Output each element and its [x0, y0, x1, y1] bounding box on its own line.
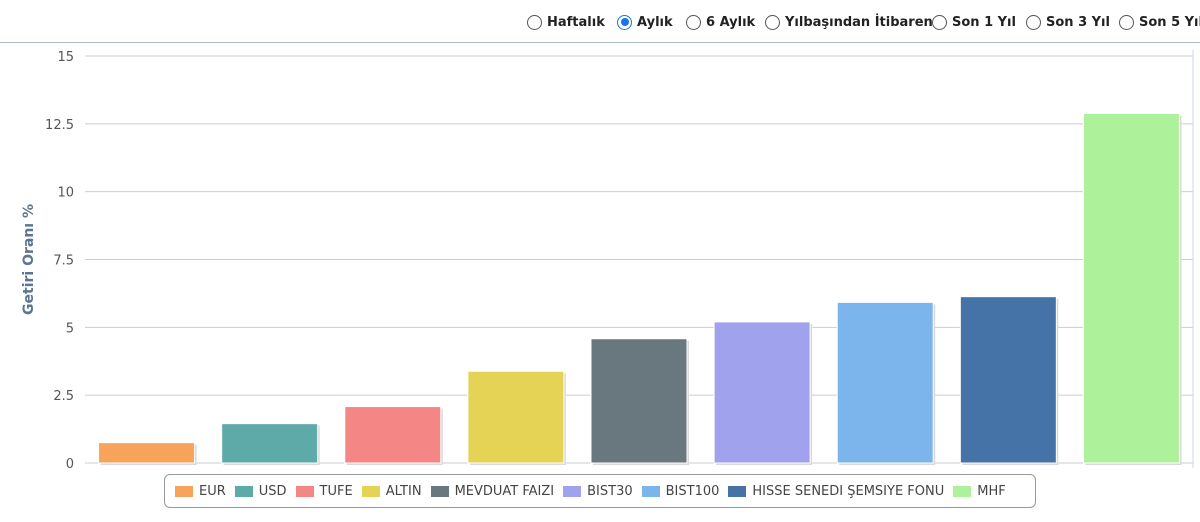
legend-label: TUFE [319, 483, 353, 499]
period-option-label: Son 5 Yıl [1139, 14, 1200, 30]
period-option-label: Son 3 Yıl [1046, 14, 1110, 30]
bar-altin [467, 370, 565, 464]
bar-chart: 0 2.5 5 7.5 10 12.5 15 Getiri Oranı % [21, 50, 1194, 471]
period-option-5[interactable]: Son 3 Yıl [1026, 10, 1110, 34]
legend-swatch [234, 485, 253, 497]
legend-label: BIST30 [587, 483, 633, 499]
legend-item[interactable]: MHF [953, 483, 1006, 499]
y-tick-label: 5 [66, 321, 74, 336]
radio-unchecked-icon[interactable] [686, 14, 701, 30]
bar-tufe [344, 406, 442, 464]
radio-unchecked-icon[interactable] [765, 14, 780, 30]
legend-item[interactable]: ALTIN [361, 483, 422, 499]
bar-mevduat-faizi [590, 338, 688, 464]
legend-label: BIST100 [665, 483, 720, 499]
y-tick-label: 10 [57, 186, 74, 201]
period-option-6[interactable]: Son 5 Yıl [1119, 10, 1200, 34]
legend-swatch [361, 485, 380, 497]
period-selector: Haftalık Aylık 6 Aylık Yılbaşından İtibaren… [0, 0, 1200, 42]
legend-swatch [641, 485, 660, 497]
y-tick-label: 2.5 [53, 389, 74, 404]
legend-swatch [295, 485, 314, 497]
y-tick-label: 7.5 [53, 254, 74, 269]
header-divider [0, 42, 1200, 43]
legend-item[interactable]: TUFE [295, 483, 353, 499]
legend-swatch [728, 485, 747, 497]
y-axis-title: Getiri Oranı % [21, 204, 37, 315]
legend-item[interactable]: EUR [175, 484, 226, 499]
y-tick-label: 15 [57, 50, 74, 65]
y-tick-label: 0 [66, 457, 74, 471]
legend-item[interactable]: BIST30 [563, 484, 633, 499]
legend-label: ALTIN [385, 483, 422, 499]
legend-label: USD [258, 483, 287, 499]
period-option-label: Haftalık [547, 14, 605, 30]
bar-usd [221, 423, 319, 464]
bar-bist30 [713, 321, 811, 464]
radio-unchecked-icon[interactable] [527, 14, 542, 30]
radio-unchecked-icon[interactable] [1119, 14, 1134, 30]
chart-legend: EUR USD TUFE ALTIN MEVDUAT FAIZI BIST30 BIST10… [164, 474, 1036, 508]
legend-swatch [953, 485, 972, 497]
bar-eur [98, 442, 196, 464]
legend-item[interactable]: MEVDUAT FAIZI [430, 483, 555, 499]
legend-item[interactable]: USD [234, 483, 287, 499]
bar-bist100 [836, 301, 934, 464]
bar-mhf [1082, 113, 1180, 464]
legend-label: MHF [977, 483, 1006, 499]
period-option-label: Son 1 Yıl [952, 14, 1016, 30]
period-option-3[interactable]: Yılbaşından İtibaren [765, 10, 933, 34]
period-option-0[interactable]: Haftalık [527, 10, 605, 34]
legend-swatch [563, 485, 582, 497]
period-option-1[interactable]: Aylık [617, 10, 673, 34]
radio-unchecked-icon[interactable] [1026, 14, 1041, 30]
y-tick-label: 12.5 [45, 118, 74, 133]
legend-item[interactable]: BIST100 [641, 483, 720, 499]
period-option-2[interactable]: 6 Aylık [686, 10, 755, 34]
period-option-label: Aylık [637, 14, 673, 30]
legend-label: HISSE SENEDI ŞEMSIYE FONU [752, 483, 945, 499]
legend-item[interactable]: HISSE SENEDI ŞEMSIYE FONU [728, 484, 944, 499]
period-option-label: Yılbaşından İtibaren [785, 14, 933, 30]
legend-swatch [175, 485, 193, 497]
period-option-4[interactable]: Son 1 Yıl [932, 10, 1016, 34]
radio-unchecked-icon[interactable] [932, 14, 947, 30]
bar-hisse-senedi-emsiye-fonu [959, 296, 1057, 464]
radio-checked-icon[interactable] [617, 14, 632, 30]
legend-label: MEVDUAT FAIZI [454, 483, 555, 499]
period-option-label: 6 Aylık [706, 14, 756, 30]
legend-swatch [430, 485, 449, 497]
legend-label: EUR [199, 483, 226, 499]
